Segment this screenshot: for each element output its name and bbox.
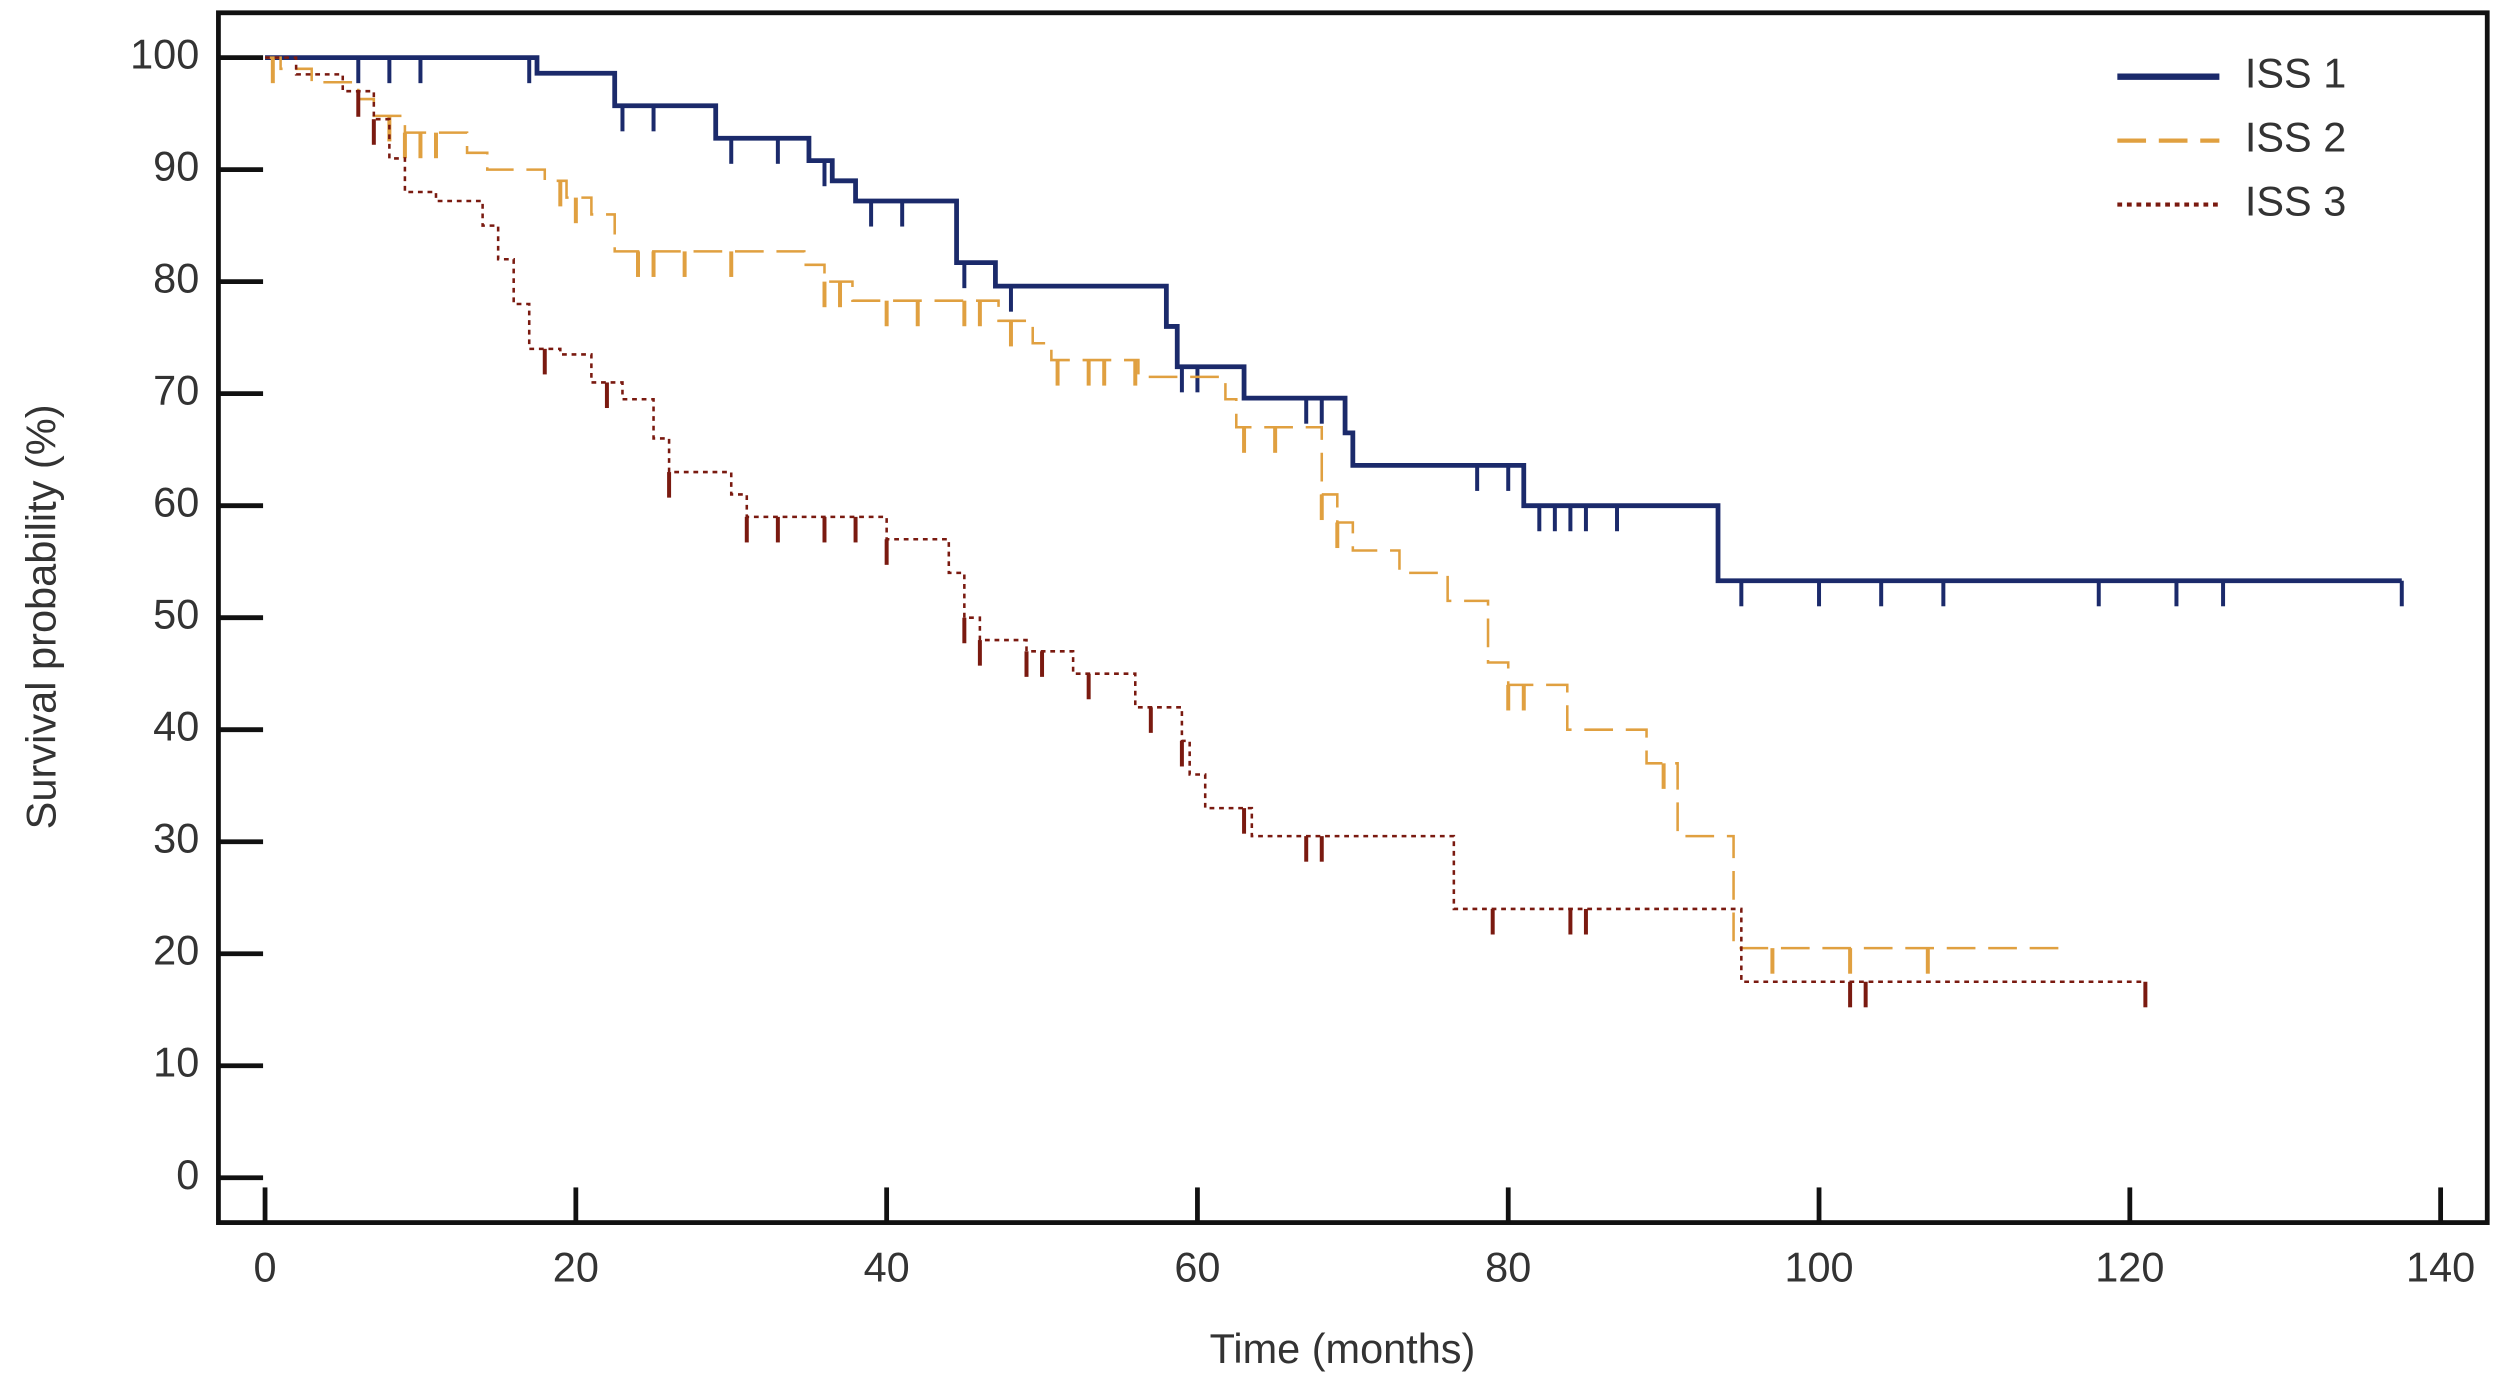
survival-curve <box>265 55 2402 584</box>
y-tick-label: 20 <box>153 927 199 974</box>
x-tick-label: 0 <box>254 1243 277 1290</box>
x-tick-label: 40 <box>864 1243 910 1290</box>
y-tick-label: 90 <box>153 143 199 190</box>
legend-label: ISS 1 <box>2245 50 2346 97</box>
x-axis-label: Time (months) <box>1210 1325 1476 1372</box>
y-tick-label: 40 <box>153 703 199 750</box>
x-tick-label: 140 <box>2406 1243 2475 1290</box>
y-tick-label: 60 <box>153 479 199 526</box>
y-tick-label: 30 <box>153 815 199 862</box>
y-axis-label: Survival probability (%) <box>18 404 65 829</box>
survival-curve <box>265 56 2146 984</box>
y-tick-label: 100 <box>130 31 199 78</box>
x-tick-label: 60 <box>1174 1243 1220 1290</box>
legend-label: ISS 2 <box>2245 114 2346 161</box>
x-tick-label: 120 <box>2095 1243 2164 1290</box>
y-tick-label: 80 <box>153 255 199 302</box>
x-tick-label: 80 <box>1485 1243 1531 1290</box>
x-tick-label: 20 <box>553 1243 599 1290</box>
y-tick-label: 50 <box>153 591 199 638</box>
survival-curve <box>265 56 2060 950</box>
legend-label: ISS 3 <box>2245 178 2346 225</box>
y-tick-label: 0 <box>176 1151 199 1198</box>
x-tick-label: 100 <box>1784 1243 1853 1290</box>
y-tick-label: 10 <box>153 1039 199 1086</box>
y-tick-label: 70 <box>153 367 199 414</box>
